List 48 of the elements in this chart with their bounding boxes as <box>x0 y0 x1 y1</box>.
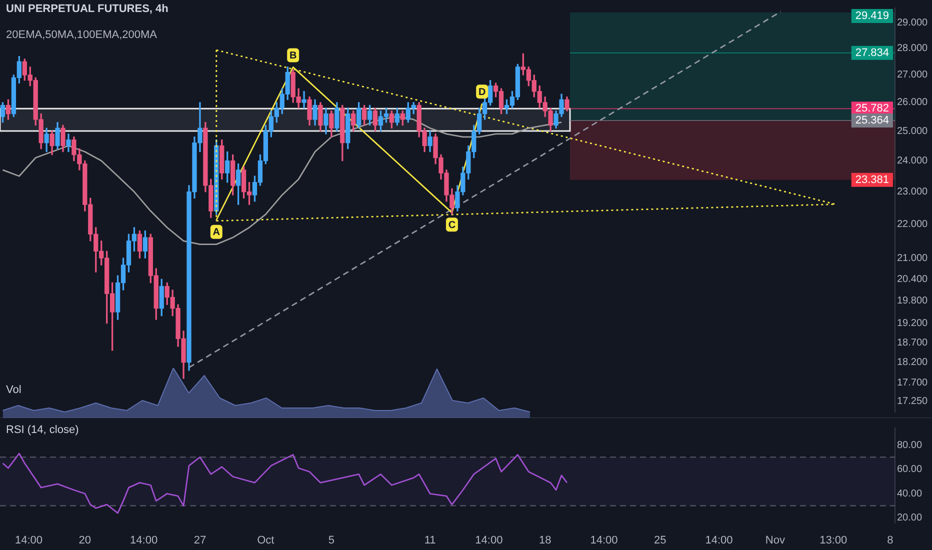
y-tick-label: 22.000 <box>897 218 928 230</box>
y-tick-label: 26.000 <box>897 97 928 108</box>
data-label: B <box>289 50 297 62</box>
chart-title: UNI PERPETUAL FUTURES, 4h <box>6 3 168 16</box>
y-tick-label: 19.200 <box>897 318 928 330</box>
ref-line-label: 27.834 <box>855 46 890 59</box>
y-tick-label: 23.000 <box>897 186 928 198</box>
y-tick-label: 28.000 <box>897 43 928 54</box>
y-tick-label: 60.00 <box>897 464 922 476</box>
band-label: 29.419 <box>855 10 890 22</box>
ref-line-label: 25.364 <box>855 114 890 127</box>
data-label: D <box>478 86 486 98</box>
x-tick-label: 13:00 <box>820 534 848 546</box>
x-tick-label: 27 <box>194 534 206 546</box>
annotation: 20EMA,50MA,100EMA,200MA <box>6 29 158 42</box>
x-tick-label: 14:00 <box>14 534 43 546</box>
y-tick-label: 19.800 <box>897 296 928 307</box>
ref-line-label: 25.782 <box>855 102 890 115</box>
x-tick-label: 20 <box>78 534 92 546</box>
x-tick-label: 18 <box>538 534 552 546</box>
x-tick-label: 14:00 <box>590 534 618 546</box>
x-tick-label: 25 <box>654 534 666 546</box>
x-tick-label: 11 <box>424 534 436 546</box>
chart-title: RSI (14, close) <box>6 424 79 437</box>
y-tick-label: 80.00 <box>897 440 922 451</box>
x-tick-label: Oct <box>257 534 274 546</box>
y-tick-label: 27.000 <box>897 70 928 81</box>
x-tick-label: 14:00 <box>705 534 733 546</box>
x-tick-label: Nov <box>765 534 786 546</box>
x-tick-label: 14:00 <box>475 534 503 546</box>
x-tick-label: 14:00 <box>130 534 158 546</box>
x-tick-label: 8 <box>887 534 894 546</box>
y-tick-label: 20.400 <box>897 274 928 285</box>
y-tick-label: 25.000 <box>897 126 928 137</box>
y-tick-label: 29.000 <box>897 18 928 29</box>
x-tick-label: 5 <box>328 534 334 546</box>
y-tick-label: 18.700 <box>897 337 928 348</box>
y-tick-label: 20.00 <box>897 512 922 524</box>
y-tick-label: 17.250 <box>897 396 928 408</box>
band-label: 23.381 <box>855 174 890 186</box>
y-tick-label: 40.00 <box>897 488 922 500</box>
y-tick-label: 17.700 <box>897 377 928 388</box>
data-label: A <box>212 227 220 238</box>
y-tick-label: 21.000 <box>897 252 928 264</box>
text: Vol <box>6 384 22 397</box>
y-tick-label: 24.000 <box>897 156 928 167</box>
y-tick-label: 18.200 <box>897 357 928 368</box>
data-label: C <box>448 220 456 231</box>
